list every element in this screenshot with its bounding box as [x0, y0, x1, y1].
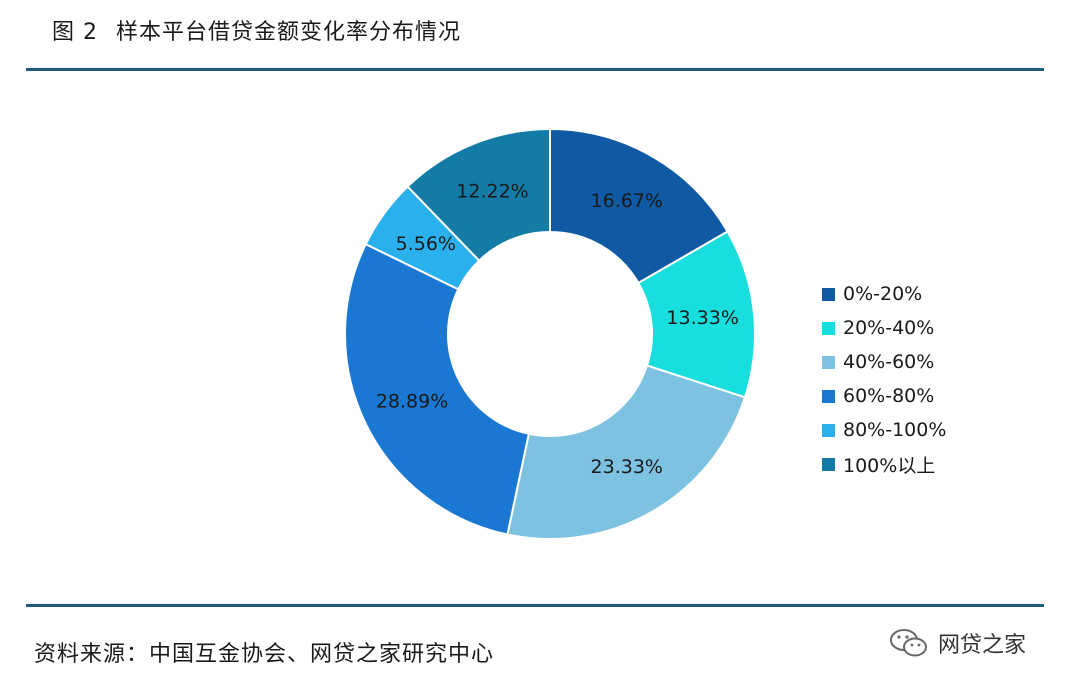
- legend-item-3: 60%-80%: [822, 379, 946, 413]
- slice-label-0: 16.67%: [591, 190, 663, 212]
- legend-label-2: 40%-60%: [843, 351, 935, 373]
- legend-item-0: 0%-20%: [822, 277, 946, 311]
- slice-5: [406, 127, 551, 263]
- top-rule: [26, 68, 1044, 71]
- legend-item-2: 40%-60%: [822, 345, 946, 379]
- slice-0: [549, 127, 729, 285]
- legend-label-4: 80%-100%: [843, 419, 947, 441]
- slice-2: [506, 364, 747, 540]
- legend-swatch-5: [822, 457, 835, 471]
- watermark: 网贷之家: [888, 626, 1026, 660]
- bottom-rule: [26, 604, 1044, 607]
- legend-item-4: 80%-100%: [822, 413, 946, 447]
- figure-title: 图 2 样本平台借贷金额变化率分布情况: [52, 14, 461, 46]
- figure-number: 图 2: [52, 20, 98, 45]
- slice-label-5: 12.22%: [456, 181, 528, 203]
- chart-legend: 0%-20% 20%-40% 40%-60% 60%-80% 80%-100% 100%以…: [822, 277, 946, 481]
- slice-label-4: 5.56%: [396, 233, 456, 255]
- slice-label-3: 28.89%: [376, 390, 448, 412]
- legend-swatch-4: [822, 423, 835, 437]
- figure-title-text: 样本平台借贷金额变化率分布情况: [116, 20, 462, 45]
- legend-item-1: 20%-40%: [822, 311, 946, 345]
- legend-label-0: 0%-20%: [843, 283, 923, 305]
- slice-label-1: 13.33%: [666, 307, 738, 329]
- wechat-icon: [890, 629, 927, 657]
- slice-3: [344, 242, 530, 536]
- legend-label-5: 100%以上: [843, 454, 936, 477]
- legend-label-3: 60%-80%: [843, 385, 935, 407]
- slice-label-2: 23.33%: [591, 456, 663, 478]
- legend-swatch-1: [822, 321, 835, 335]
- legend-swatch-2: [822, 355, 835, 369]
- legend-item-5: 100%以上: [822, 447, 946, 481]
- source-note: 资料来源：中国互金协会、网贷之家研究中心: [34, 642, 495, 667]
- watermark-text: 网贷之家: [938, 633, 1027, 658]
- legend-swatch-3: [822, 389, 835, 403]
- legend-label-1: 20%-40%: [843, 317, 935, 339]
- legend-swatch-0: [822, 287, 835, 301]
